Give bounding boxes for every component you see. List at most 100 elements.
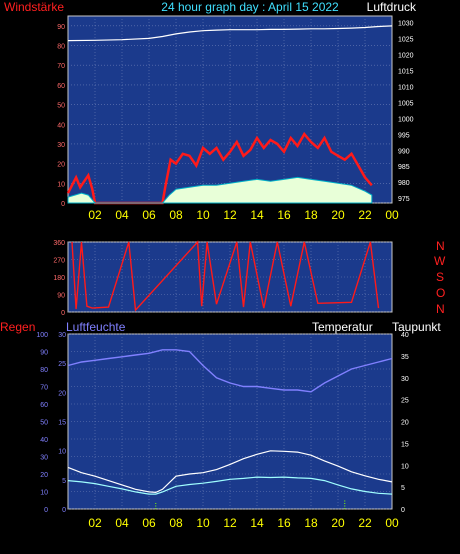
p3-hour-tick-label: 22 [358,516,372,530]
wind-axis-title: Windstärke [4,0,64,14]
p1-right-tick-label: 975 [398,196,410,203]
humidity-axis-title: Luftfeuchte [66,320,126,334]
p1-hour-tick-label: 10 [196,208,210,222]
p1-left-tick-label: 60 [57,83,65,90]
p3-right-tick-label: 0 [401,507,405,514]
p3-right-tick-label: 35 [401,354,409,361]
p3-left-tick-label: 10 [40,490,48,497]
direction-label-n-bottom: N [436,302,445,316]
dewpoint-axis-title: Taupunkt [392,320,441,334]
p3-left2-tick-label: 20 [58,390,66,397]
p1-right-tick-label: 1020 [398,52,414,59]
p2-left-tick-label: 0 [61,310,65,317]
direction-label-s: S [436,270,444,284]
p1-hour-tick-label: 02 [88,208,102,222]
p1-hour-tick-label: 12 [223,208,237,222]
p3-hour-tick-label: 14 [250,516,264,530]
p1-left-tick-label: 70 [57,63,65,70]
p3-hour-tick-label: 20 [331,516,345,530]
chart-marks [66,25,393,509]
p1-hour-tick-label: 18 [304,208,318,222]
p3-left2-tick-label: 0 [62,507,66,514]
p3-left-tick-label: 70 [40,385,48,392]
p3-left-tick-label: 20 [40,472,48,479]
p1-left-tick-label: 50 [57,103,65,110]
pressure-axis-title: Luftdruck [367,0,417,14]
wind-average-area [67,176,373,204]
p1-right-tick-label: 980 [398,180,410,187]
p3-hour-tick-label: 18 [304,516,318,530]
p1-left-tick-label: 40 [57,122,65,129]
temperature-axis-title: Temperatur [312,320,373,334]
p1-left-tick-label: 30 [57,142,65,149]
page-title: 24 hour graph day : April 15 2022 [161,0,339,14]
p1-hour-tick-label: 22 [358,208,372,222]
p1-hour-tick-label: 14 [250,208,264,222]
p3-hour-tick-label: 16 [277,516,291,530]
p3-left-tick-label: 30 [40,455,48,462]
p3-hour-tick-label: 12 [223,516,237,530]
p3-left2-tick-label: 25 [58,361,66,368]
p2-left-tick-label: 360 [53,240,65,247]
p3-hour-tick-label: 10 [196,516,210,530]
p3-hour-tick-label: 00 [385,516,399,530]
p3-left-tick-label: 60 [40,402,48,409]
p3-hour-tick-label: 02 [88,516,102,530]
p3-right-tick-label: 15 [401,441,409,448]
p1-right-tick-label: 1000 [398,116,414,123]
p1-right-tick-label: 1025 [398,36,414,43]
p1-left-tick-label: 90 [57,24,65,31]
p3-hour-tick-label: 06 [142,516,156,530]
humidity-series-line [67,349,393,393]
rain-axis-title: Regen [0,320,35,334]
p3-left2-tick-label: 10 [58,449,66,456]
p1-right-tick-label: 1005 [398,100,414,107]
p1-left-tick-label: 20 [57,162,65,169]
p1-left-tick-label: 0 [61,201,65,208]
p1-hour-tick-label: 00 [385,208,399,222]
p3-right-tick-label: 5 [401,485,405,492]
temperature-series-line [67,450,393,494]
p2-left-tick-label: 180 [53,275,65,282]
p3-left-tick-label: 50 [40,420,48,427]
p2-left-tick-label: 270 [53,258,65,265]
p1-hour-tick-label: 20 [331,208,345,222]
p1-left-tick-label: 10 [57,181,65,188]
p3-right-tick-label: 25 [401,398,409,405]
p3-hour-tick-label: 04 [115,516,129,530]
pressure-series-line [67,25,393,42]
p1-right-tick-label: 995 [398,132,410,139]
direction-label-w: W [434,254,446,268]
p1-hour-tick-label: 04 [115,208,129,222]
p1-left-tick-label: 80 [57,44,65,51]
p3-hour-tick-label: 08 [169,516,183,530]
p1-hour-tick-label: 06 [142,208,156,222]
p3-right-tick-label: 10 [401,463,409,470]
p1-hour-tick-label: 08 [169,208,183,222]
p3-right-tick-label: 40 [401,332,409,339]
p1-right-tick-label: 1015 [398,68,414,75]
p1-right-tick-label: 1010 [398,84,414,91]
p3-left-tick-label: 80 [40,367,48,374]
p1-right-tick-label: 985 [398,164,410,171]
p3-left-tick-label: 0 [44,507,48,514]
p3-left2-tick-label: 30 [58,332,66,339]
p1-right-tick-label: 990 [398,148,410,155]
p1-right-tick-label: 1030 [398,20,414,27]
wind-series-line [66,131,373,205]
p3-right-tick-label: 20 [401,420,409,427]
p1-hour-tick-label: 16 [277,208,291,222]
dewpoint-series-line [67,476,393,495]
p3-left2-tick-label: 5 [62,478,66,485]
p3-left-tick-label: 100 [36,332,48,339]
direction-series-line [71,240,380,312]
tick-labels: 0102030405060708090975980985990995100010… [36,20,413,530]
p3-left-tick-label: 90 [40,350,48,357]
p3-left-tick-label: 40 [40,437,48,444]
direction-label-n-top: N [436,239,445,253]
p2-left-tick-label: 90 [57,293,65,300]
p3-right-tick-label: 30 [401,376,409,383]
p3-left2-tick-label: 15 [58,420,66,427]
